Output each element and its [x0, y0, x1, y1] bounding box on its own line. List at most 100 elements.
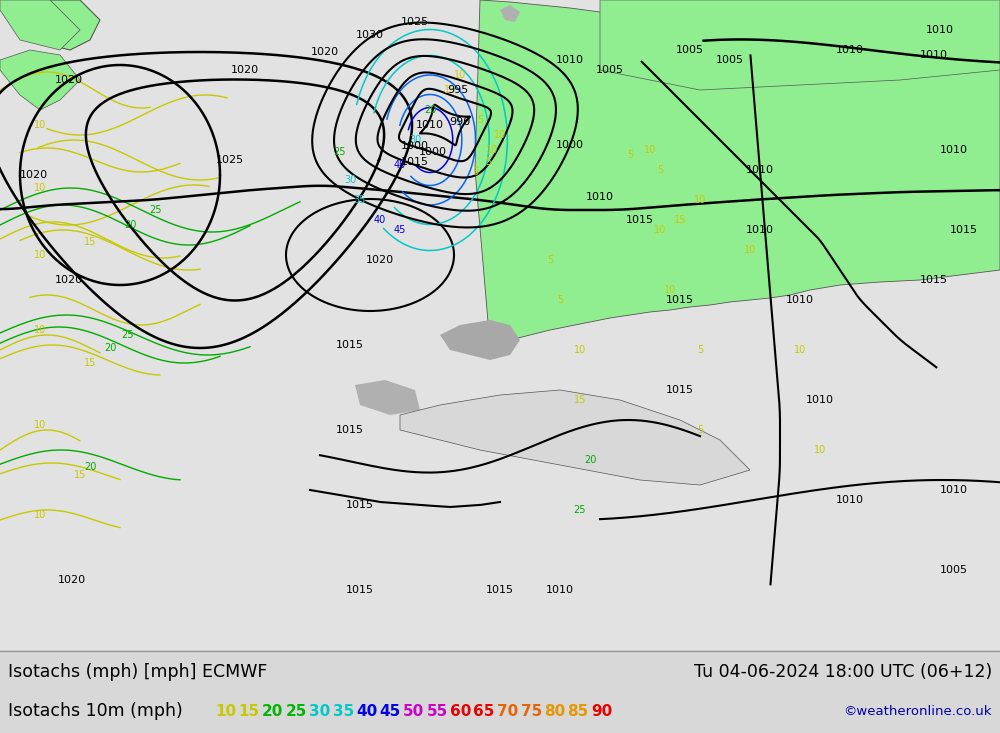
Text: 10: 10	[654, 225, 666, 235]
Text: 1020: 1020	[231, 65, 259, 75]
Text: 1010: 1010	[546, 585, 574, 595]
Text: 1010: 1010	[836, 45, 864, 55]
Text: 10: 10	[34, 510, 46, 520]
Text: 1010: 1010	[746, 165, 774, 175]
Text: 15: 15	[84, 237, 96, 247]
Text: 10: 10	[494, 130, 506, 140]
Text: 40: 40	[394, 160, 406, 170]
Text: 1015: 1015	[336, 340, 364, 350]
Polygon shape	[500, 5, 520, 22]
Text: 1020: 1020	[20, 170, 48, 180]
Text: 20: 20	[84, 462, 96, 472]
Polygon shape	[440, 320, 520, 360]
Text: 25: 25	[122, 330, 134, 340]
Text: 1010: 1010	[926, 25, 954, 35]
Polygon shape	[400, 390, 750, 485]
Text: 1005: 1005	[716, 55, 744, 65]
Text: 10: 10	[794, 345, 806, 355]
Text: 25: 25	[574, 505, 586, 515]
Text: 1015: 1015	[336, 425, 364, 435]
Text: 85: 85	[568, 704, 589, 719]
Text: 1010: 1010	[786, 295, 814, 305]
Polygon shape	[0, 50, 80, 110]
Polygon shape	[355, 380, 420, 415]
Text: 10: 10	[215, 704, 236, 719]
Text: 1005: 1005	[596, 65, 624, 75]
Text: 5: 5	[697, 425, 703, 435]
Text: 1000: 1000	[556, 140, 584, 150]
Text: 1010: 1010	[920, 50, 948, 60]
Text: 15: 15	[574, 395, 586, 405]
Text: 1000: 1000	[419, 147, 447, 157]
Text: 995: 995	[447, 85, 469, 95]
Text: 45: 45	[394, 225, 406, 235]
Text: 1010: 1010	[806, 395, 834, 405]
Text: 10: 10	[454, 70, 466, 80]
Text: 5: 5	[657, 165, 663, 175]
Text: 1010: 1010	[746, 225, 774, 235]
Text: 1015: 1015	[950, 225, 978, 235]
Text: 1015: 1015	[666, 295, 694, 305]
Text: 1020: 1020	[311, 47, 339, 57]
Text: 20: 20	[424, 105, 436, 115]
Polygon shape	[475, 0, 1000, 345]
Text: Tu 04-06-2024 18:00 UTC (06+12): Tu 04-06-2024 18:00 UTC (06+12)	[694, 663, 992, 680]
Text: 25: 25	[334, 147, 346, 157]
Text: 10: 10	[34, 250, 46, 260]
Text: ©weatheronline.co.uk: ©weatheronline.co.uk	[844, 705, 992, 718]
Text: 25: 25	[149, 205, 161, 215]
Text: 10: 10	[814, 445, 826, 455]
Text: Isotachs 10m (mph): Isotachs 10m (mph)	[8, 702, 183, 721]
Text: 1005: 1005	[940, 565, 968, 575]
Text: Isotachs (mph) [mph] ECMWF: Isotachs (mph) [mph] ECMWF	[8, 663, 267, 680]
Text: 1020: 1020	[55, 75, 83, 85]
Text: 10: 10	[574, 345, 586, 355]
Text: 80: 80	[544, 704, 565, 719]
Text: 5: 5	[627, 150, 633, 160]
Text: 1005: 1005	[676, 45, 704, 55]
Text: 10: 10	[694, 195, 706, 205]
Text: 55: 55	[426, 704, 448, 719]
Text: 90: 90	[591, 704, 612, 719]
Text: 1030: 1030	[356, 30, 384, 40]
Text: 75: 75	[520, 704, 542, 719]
Text: 5: 5	[557, 295, 563, 305]
Text: 15: 15	[444, 85, 456, 95]
Text: 5: 5	[697, 345, 703, 355]
Text: 1025: 1025	[216, 155, 244, 165]
Text: 20: 20	[262, 704, 283, 719]
Text: 5: 5	[472, 167, 478, 177]
Text: 15: 15	[84, 358, 96, 368]
Text: 25: 25	[286, 704, 307, 719]
Text: 65: 65	[474, 704, 495, 719]
Text: 45: 45	[380, 704, 401, 719]
Text: 40: 40	[374, 215, 386, 225]
Text: 70: 70	[497, 704, 518, 719]
Text: 50: 50	[403, 704, 424, 719]
Text: 1020: 1020	[366, 255, 394, 265]
Text: 20: 20	[584, 455, 596, 465]
Text: 40: 40	[356, 704, 377, 719]
Text: 990: 990	[449, 117, 471, 127]
Text: 10: 10	[664, 285, 676, 295]
Text: 60: 60	[450, 704, 471, 719]
Text: 1025: 1025	[401, 17, 429, 27]
Text: 1015: 1015	[346, 585, 374, 595]
Text: 1010: 1010	[940, 145, 968, 155]
Text: 10: 10	[34, 420, 46, 430]
Text: 20: 20	[104, 343, 116, 353]
Text: 35: 35	[354, 195, 366, 205]
Text: 10: 10	[644, 145, 656, 155]
Text: 10: 10	[744, 245, 756, 255]
Polygon shape	[600, 0, 1000, 90]
Text: 15: 15	[239, 704, 260, 719]
Polygon shape	[0, 0, 80, 50]
Text: 1010: 1010	[416, 120, 444, 130]
Text: 15: 15	[674, 215, 686, 225]
Text: 5: 5	[477, 115, 483, 125]
Text: 1010: 1010	[586, 192, 614, 202]
Text: 1015: 1015	[666, 385, 694, 395]
Text: 30: 30	[409, 135, 421, 145]
Text: 30: 30	[309, 704, 330, 719]
Polygon shape	[0, 0, 100, 50]
